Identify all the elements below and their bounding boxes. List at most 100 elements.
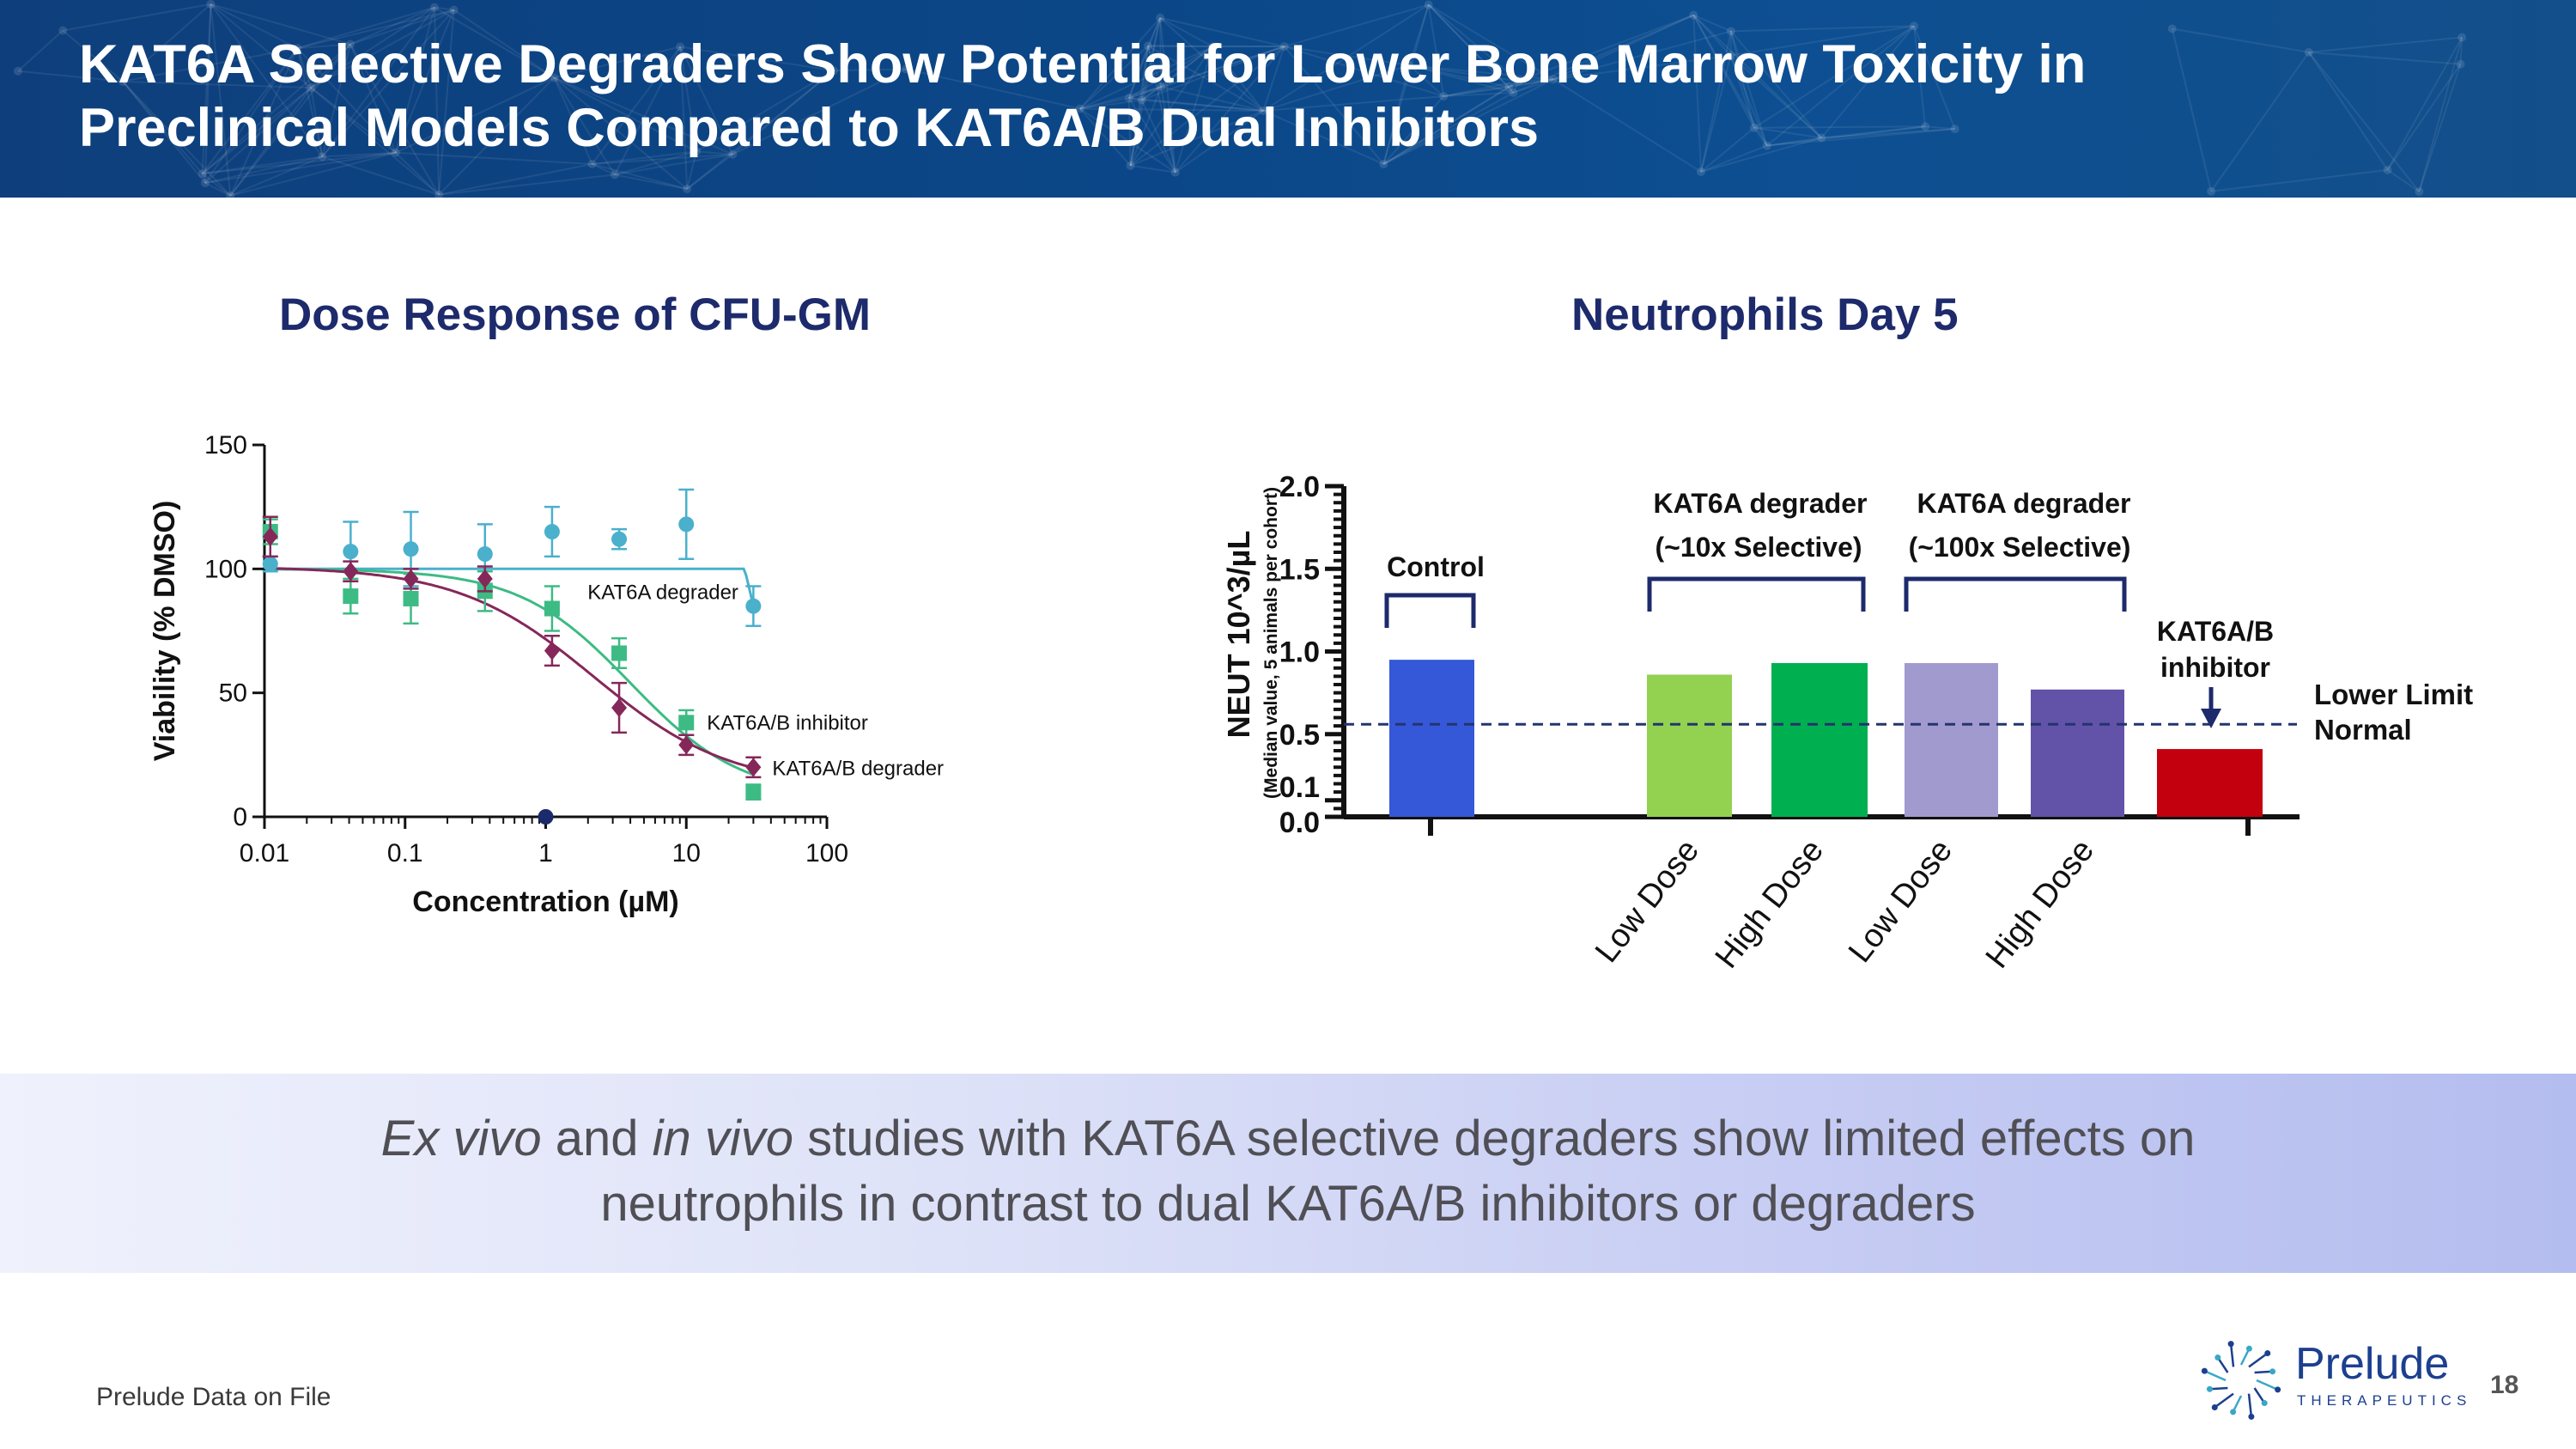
network-link bbox=[210, 3, 232, 196]
x-tick-label: 10 bbox=[672, 839, 701, 868]
network-link bbox=[1382, 4, 1430, 165]
network-link bbox=[1382, 86, 1510, 165]
network-link bbox=[229, 47, 299, 197]
network-link bbox=[2308, 36, 2463, 53]
network-link bbox=[732, 70, 835, 155]
network-link bbox=[310, 6, 435, 89]
data-point-circle bbox=[343, 544, 359, 560]
network-link bbox=[1160, 46, 1213, 88]
network-link bbox=[1443, 91, 1514, 98]
network-link bbox=[229, 87, 313, 197]
network-link bbox=[1427, 3, 1515, 94]
network-link bbox=[1128, 97, 1142, 101]
logo-ray bbox=[2232, 1395, 2243, 1413]
network-node bbox=[587, 160, 597, 169]
network-node bbox=[1156, 13, 1165, 22]
summary-line-1: Ex vivo and in vivo studies with KAT6A s… bbox=[172, 1106, 2404, 1172]
network-link bbox=[1820, 25, 1915, 139]
network-link bbox=[202, 173, 231, 197]
network-link bbox=[1159, 16, 1285, 48]
network-link bbox=[1443, 80, 1519, 98]
bar-2 bbox=[1771, 662, 1868, 817]
cfu-gm-dose-response-chart: 0.01 0.1 1 10 100 0 50 100 150 Concentration (µM)… bbox=[149, 431, 944, 918]
network-link bbox=[1127, 17, 1162, 99]
x-tick-label: 0.1 bbox=[387, 839, 423, 868]
network-link bbox=[2459, 37, 2464, 64]
network-node bbox=[692, 147, 702, 156]
network-link bbox=[553, 76, 688, 190]
network-link bbox=[204, 47, 299, 184]
logo-node bbox=[2206, 1385, 2213, 1392]
network-link bbox=[1913, 25, 1956, 130]
network-link bbox=[592, 163, 688, 190]
logo-node bbox=[2211, 1403, 2218, 1410]
dose-label: High Dose bbox=[1709, 833, 1831, 976]
network-link bbox=[204, 155, 323, 185]
network-link bbox=[349, 6, 435, 46]
network-link bbox=[1127, 98, 1132, 166]
network-link bbox=[1141, 86, 1162, 101]
y-axis-label: NEUT 10^3/µL bbox=[1221, 531, 1256, 739]
network-link bbox=[696, 70, 835, 153]
network-link bbox=[1263, 95, 1444, 112]
network-link bbox=[210, 3, 351, 46]
network-link bbox=[1129, 46, 1149, 166]
dose-label: High Dose bbox=[1979, 833, 2101, 976]
network-link bbox=[686, 153, 733, 190]
network-link bbox=[1140, 46, 1149, 100]
group-label: KAT6A degrader bbox=[1917, 488, 2131, 519]
header-banner: KAT6A Selective Degraders Show Potential… bbox=[0, 0, 2576, 198]
network-node bbox=[1124, 94, 1133, 103]
summary-line-1-segment: in vivo bbox=[652, 1111, 794, 1166]
network-link bbox=[679, 46, 698, 152]
network-node bbox=[2458, 33, 2467, 42]
network-link bbox=[1147, 46, 1163, 88]
network-node bbox=[118, 76, 127, 86]
y-tick-label: 0 bbox=[233, 803, 247, 831]
network-node bbox=[1439, 92, 1449, 101]
logo-ray bbox=[2256, 1379, 2279, 1391]
network-link bbox=[17, 29, 64, 72]
network-link bbox=[1079, 45, 1149, 110]
data-point-circle bbox=[678, 516, 695, 533]
network-link bbox=[1175, 110, 1264, 174]
network-link bbox=[1699, 55, 1732, 173]
network-link bbox=[1159, 16, 1213, 48]
y-tick-label: 0.5 bbox=[1279, 719, 1320, 752]
network-link bbox=[310, 43, 351, 88]
data-point-diamond bbox=[477, 569, 493, 588]
cfu-gm-chart-title: Dose Response of CFU-GM bbox=[279, 289, 872, 340]
network-link bbox=[1140, 17, 1162, 100]
network-link bbox=[1753, 125, 1926, 129]
logo-ray bbox=[2209, 1386, 2228, 1391]
network-link bbox=[210, 3, 298, 50]
network-node bbox=[1548, 75, 1558, 84]
network-link bbox=[2172, 27, 2309, 53]
network-link bbox=[1128, 46, 1285, 99]
logo-node bbox=[2269, 1368, 2276, 1375]
series-label-kat6ab-degrader: KAT6A/B degrader bbox=[772, 757, 944, 780]
data-point-diamond bbox=[262, 527, 278, 546]
network-node bbox=[449, 5, 459, 15]
network-link bbox=[2307, 52, 2421, 192]
data-point-square bbox=[343, 588, 359, 605]
group-label: KAT6A/B bbox=[2157, 616, 2274, 647]
network-link bbox=[210, 3, 324, 158]
network-link bbox=[204, 87, 312, 184]
network-node bbox=[2415, 187, 2424, 197]
network-link bbox=[204, 3, 212, 184]
network-link bbox=[322, 151, 396, 158]
network-link bbox=[614, 153, 733, 176]
network-node bbox=[1762, 141, 1771, 150]
network-link bbox=[1159, 17, 1163, 88]
network-link bbox=[296, 47, 313, 88]
logo-node bbox=[2201, 1367, 2208, 1374]
bar-5 bbox=[2157, 749, 2263, 817]
network-node bbox=[1279, 42, 1289, 52]
summary-text: Ex vivo and in vivo studies with KAT6A s… bbox=[172, 1106, 2404, 1237]
network-node bbox=[902, 64, 911, 74]
group-label: Control bbox=[1387, 551, 1485, 582]
network-link bbox=[453, 9, 556, 79]
page-number: 18 bbox=[2490, 1371, 2519, 1399]
network-link bbox=[297, 6, 435, 50]
